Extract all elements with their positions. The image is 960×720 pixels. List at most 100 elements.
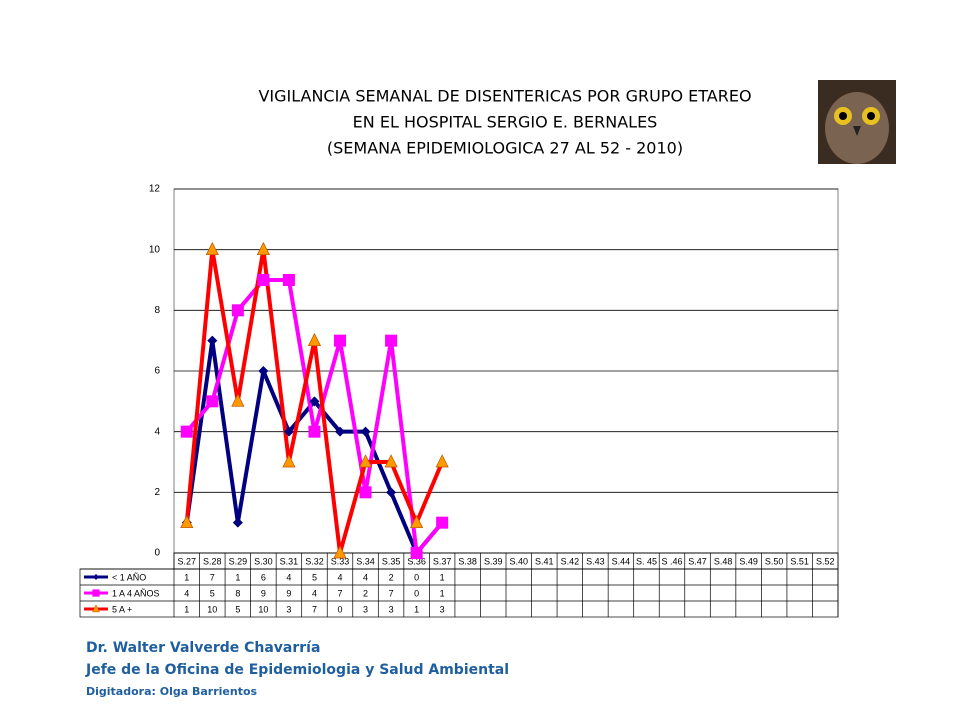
footer-typist: Digitadora: Olga Barrientos [86, 685, 258, 698]
x-tick-label: S .46 [661, 556, 682, 566]
table-value: 7 [337, 588, 342, 598]
table-value: 4 [312, 588, 317, 598]
y-tick-label: 0 [154, 548, 160, 559]
y-tick-label: 10 [149, 244, 161, 255]
table-value: 5 [235, 604, 240, 614]
x-tick-label: S.40 [510, 556, 529, 566]
series-marker [180, 514, 194, 529]
y-tick-label: 2 [154, 487, 160, 498]
x-tick-label: S.35 [382, 556, 401, 566]
table-value: 1 [184, 604, 189, 614]
y-tick-label: 12 [149, 184, 161, 195]
table-value: 1 [440, 588, 445, 598]
series-marker [335, 426, 345, 437]
legend-label: 5 A + [112, 604, 132, 614]
series-marker [283, 426, 294, 437]
series-marker [258, 366, 269, 376]
table-value: 3 [286, 604, 291, 614]
series-marker [256, 241, 270, 256]
y-tick-label: 8 [154, 305, 160, 316]
series-marker [360, 426, 371, 437]
series-marker [385, 334, 398, 347]
chart-title: (SEMANA EPIDEMIOLOGICA 27 AL 52 - 2010) [327, 139, 683, 158]
series-marker [384, 454, 398, 468]
x-tick-label: S.37 [433, 556, 452, 566]
table-value: 4 [286, 572, 291, 582]
series-marker [334, 334, 346, 347]
x-tick-label: S.28 [203, 556, 222, 566]
chart-title: EN EL HOSPITAL SERGIO E. BERNALES [353, 113, 658, 132]
series-marker [257, 274, 270, 286]
series-marker [180, 425, 193, 438]
table-value: 0 [414, 572, 419, 582]
series-marker [359, 486, 372, 499]
series-marker [282, 274, 295, 286]
chart-title: VIGILANCIA SEMANAL DE DISENTERICAS POR G… [258, 87, 751, 106]
legend-marker [93, 574, 99, 580]
table-value: 3 [389, 604, 394, 614]
x-tick-label: S.41 [535, 556, 554, 566]
y-tick-label: 6 [154, 366, 160, 377]
x-tick-label: S.36 [407, 556, 426, 566]
x-tick-label: S.47 [688, 556, 707, 566]
series-marker [410, 514, 424, 529]
table-value: 5 [210, 588, 215, 598]
series-marker [410, 547, 423, 559]
x-tick-label: S.34 [356, 556, 375, 566]
series-marker [308, 425, 321, 438]
series-marker [307, 332, 322, 347]
series-marker [282, 454, 296, 468]
series-marker [205, 241, 219, 256]
x-tick-label: S.48 [714, 556, 733, 566]
x-tick-label: S.38 [458, 556, 477, 566]
x-tick-label: S.32 [305, 556, 324, 566]
x-tick-label: S.52 [816, 556, 835, 566]
x-tick-label: S.50 [765, 556, 784, 566]
y-tick-label: 4 [154, 426, 160, 437]
x-tick-label: S.43 [586, 556, 605, 566]
table-value: 10 [207, 604, 217, 614]
table-value: 1 [440, 572, 445, 582]
x-tick-label: S.27 [178, 556, 197, 566]
series-marker [231, 304, 244, 317]
series-marker [206, 395, 219, 408]
x-tick-label: S.39 [484, 556, 503, 566]
x-tick-label: S.51 [790, 556, 809, 566]
legend-label: < 1 AÑO [112, 572, 146, 582]
footer-role: Jefe de la Oficina de Epidemiologia y Sa… [86, 662, 510, 678]
table-value: 0 [337, 604, 342, 614]
series-marker [386, 487, 397, 498]
series-marker [436, 516, 449, 529]
footer-author: Dr. Walter Valverde Chavarría [86, 640, 321, 656]
table-value: 9 [286, 588, 291, 598]
table-value: 4 [363, 572, 368, 582]
x-tick-label: S.49 [739, 556, 758, 566]
table-border [79, 568, 839, 618]
table-value: 7 [312, 604, 317, 614]
legend-marker [92, 589, 100, 597]
table-value: 4 [184, 588, 189, 598]
table-value: 9 [261, 588, 266, 598]
legend-label: 1 A 4 AÑOS [112, 588, 160, 598]
table-value: 4 [337, 572, 342, 582]
x-tick-label: S.44 [612, 556, 631, 566]
table-value: 2 [363, 588, 368, 598]
table-value: 1 [184, 572, 189, 582]
x-tick-label: S.29 [229, 556, 248, 566]
series-marker [333, 545, 347, 559]
series-marker [435, 454, 449, 468]
table-value: 0 [414, 588, 419, 598]
table-value: 7 [389, 588, 394, 598]
table-value: 5 [312, 572, 317, 582]
x-tick-label: S. 45 [636, 556, 657, 566]
series-marker [231, 393, 245, 407]
x-tick-label: S.31 [280, 556, 299, 566]
owl-image [818, 80, 896, 164]
table-value: 3 [363, 604, 368, 614]
x-tick-label: S.42 [561, 556, 580, 566]
table-value: 1 [414, 604, 419, 614]
table-value: 6 [261, 572, 266, 582]
table-value: 1 [235, 572, 240, 582]
legend-marker [92, 604, 100, 613]
